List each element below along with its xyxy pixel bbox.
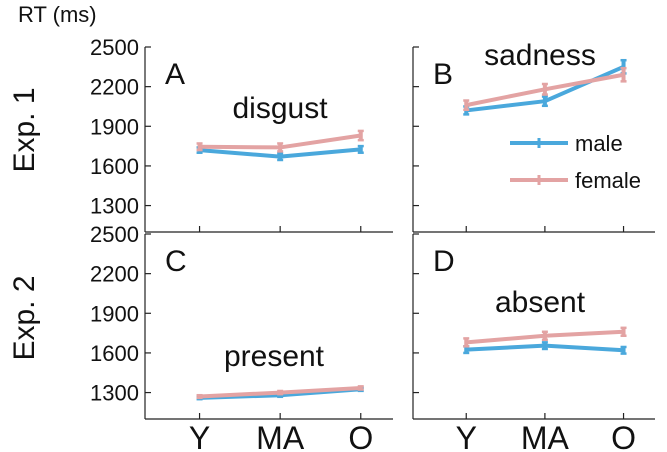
legend-label-male: male bbox=[575, 131, 623, 156]
x-tick-label: O bbox=[348, 420, 373, 452]
y-unit-label: RT (ms) bbox=[18, 2, 97, 27]
y-tick-label: 1600 bbox=[90, 154, 139, 179]
y-tick-label: 1900 bbox=[90, 114, 139, 139]
y-tick-label: 2200 bbox=[90, 262, 139, 287]
x-tick-label: O bbox=[611, 420, 636, 452]
panel-letter: C bbox=[165, 245, 187, 278]
y-tick-label: 1900 bbox=[90, 301, 139, 326]
panel-title: present bbox=[224, 340, 325, 373]
x-tick-label: MA bbox=[256, 420, 305, 452]
x-tick-label: MA bbox=[521, 420, 570, 452]
legend-label-female: female bbox=[575, 168, 641, 193]
x-tick-label: Y bbox=[456, 420, 477, 452]
y-tick-label: 1300 bbox=[90, 194, 139, 219]
panel-title: disgust bbox=[232, 92, 328, 125]
panel-letter: D bbox=[433, 245, 455, 278]
row-label-exp1: Exp. 1 bbox=[8, 87, 41, 172]
panel-letter: B bbox=[433, 58, 453, 91]
y-tick-label: 2200 bbox=[90, 75, 139, 100]
y-tick-label: 1300 bbox=[90, 381, 139, 406]
panel-letter: A bbox=[165, 58, 185, 91]
y-tick-label: 1600 bbox=[90, 341, 139, 366]
y-tick-label: 2500 bbox=[90, 35, 139, 60]
x-tick-label: Y bbox=[189, 420, 210, 452]
y-tick-label: 2500 bbox=[90, 222, 139, 247]
row-label-exp2: Exp. 2 bbox=[8, 275, 41, 360]
panel-title: sadness bbox=[484, 39, 596, 72]
panel-title: absent bbox=[495, 286, 586, 319]
